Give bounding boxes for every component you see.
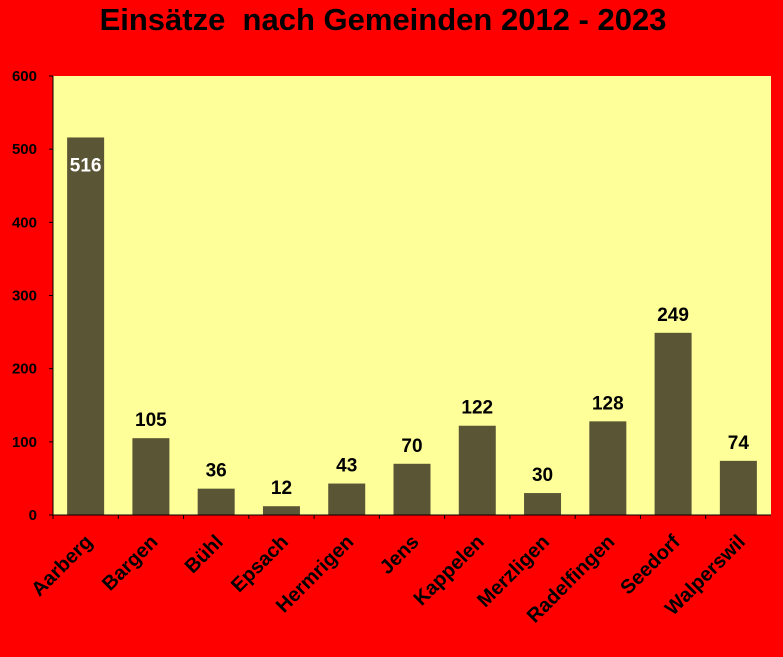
x-tick-label: Seedorf: [616, 531, 684, 599]
y-tick-label: 200: [12, 361, 37, 378]
bars: [67, 137, 757, 515]
data-label: 30: [532, 465, 553, 486]
x-tick-label: Aarberg: [27, 531, 97, 601]
y-tick-label: 400: [12, 214, 37, 231]
bar: [328, 483, 366, 515]
bar: [132, 438, 170, 515]
data-label: 122: [461, 398, 493, 419]
bar: [262, 506, 300, 515]
y-tick-label: 100: [12, 434, 37, 451]
y-tick-label: 600: [12, 68, 37, 85]
bar: [458, 425, 496, 515]
data-label: 70: [401, 436, 422, 457]
bar: [393, 463, 431, 515]
data-label: 36: [206, 461, 227, 482]
x-tick-label: Bargen: [98, 531, 162, 595]
y-axis: 0 100 200 300 400 500 600: [12, 68, 54, 524]
x-tick-label: Bühl: [181, 531, 228, 578]
x-tick-label: Jens: [376, 531, 424, 579]
data-label: 12: [271, 478, 292, 499]
data-label: 516: [70, 155, 102, 176]
y-tick-label: 500: [12, 141, 37, 158]
data-label: 74: [728, 433, 750, 454]
x-tick-label: Epsach: [227, 531, 293, 597]
data-label: 105: [135, 410, 167, 431]
bar: [67, 137, 105, 515]
data-label: 43: [336, 456, 357, 477]
y-tick-label: 0: [29, 507, 37, 524]
chart-title: Einsätze nach Gemeinden 2012 - 2023: [99, 2, 667, 37]
bar: [654, 332, 692, 515]
bar: [719, 460, 757, 515]
bar: [197, 488, 235, 515]
plot-area: [53, 76, 771, 515]
bar: [589, 421, 627, 515]
data-label: 128: [592, 393, 624, 414]
y-tick-label: 300: [12, 288, 37, 305]
bar: [524, 493, 562, 515]
data-labels: 516 105 36 12 43 70 122 30 128 249 74: [70, 155, 750, 499]
data-label: 249: [657, 305, 689, 326]
